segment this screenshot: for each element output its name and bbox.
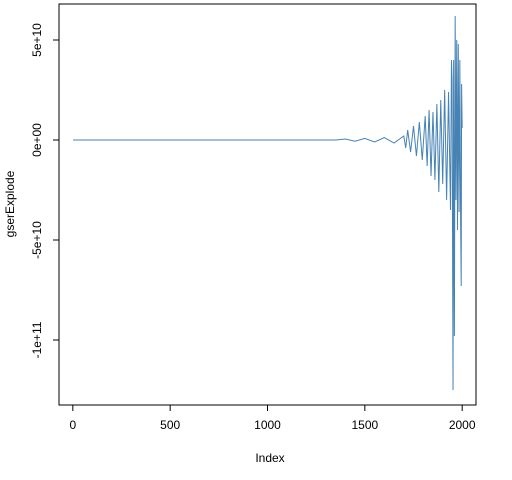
y-tick-label: -5e+10 [30, 221, 44, 259]
x-tick-label: 2000 [449, 418, 476, 432]
y-tick-label: 5e+10 [30, 23, 44, 57]
plot-box [58, 3, 477, 406]
y-tick-label: 0e+00 [30, 123, 44, 157]
x-tick-label: 1500 [351, 418, 378, 432]
y-tick-label: -1e+11 [30, 321, 44, 358]
x-tick-label: 1000 [254, 418, 281, 432]
x-tick-label: 0 [69, 418, 76, 432]
y-axis-title: gserExplode [3, 170, 17, 237]
x-tick-label: 500 [160, 418, 180, 432]
x-axis-title: Index [255, 451, 284, 465]
series-line [73, 15, 463, 391]
